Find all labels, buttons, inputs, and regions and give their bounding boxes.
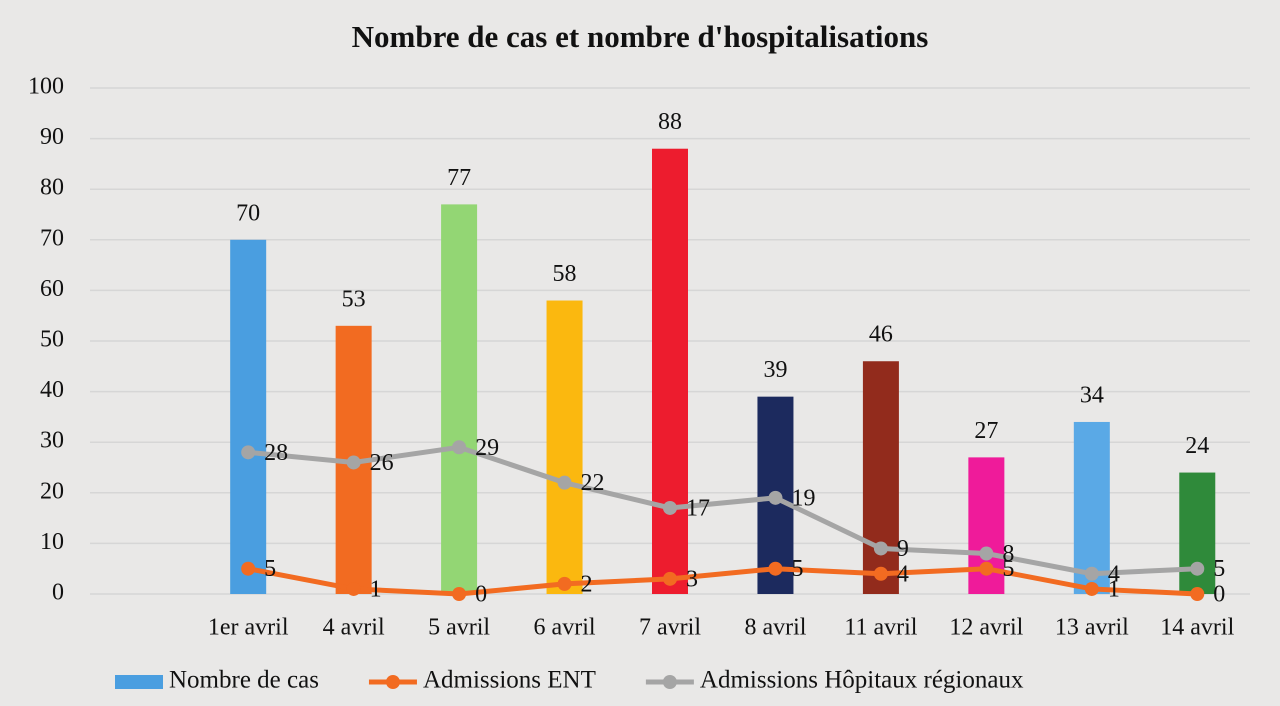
data-label: 88 <box>658 109 682 135</box>
data-label: 5 <box>1002 556 1014 582</box>
y-tick-label: 50 <box>40 327 64 353</box>
point <box>1084 581 1099 596</box>
bar <box>862 361 899 594</box>
data-label: 5 <box>791 556 803 582</box>
data-label: 19 <box>791 485 815 511</box>
y-tick-label: 10 <box>40 529 64 555</box>
legend-swatch <box>385 675 400 689</box>
data-label: 0 <box>475 582 487 608</box>
data-label: 70 <box>236 200 260 226</box>
point <box>1190 561 1205 576</box>
data-label: 29 <box>475 435 499 461</box>
chart-title: Nombre de cas et nombre d'hospitalisatio… <box>352 19 929 54</box>
data-label: 39 <box>763 357 787 383</box>
point <box>873 566 888 581</box>
data-label: 53 <box>342 286 366 312</box>
legend-swatch <box>662 675 677 689</box>
y-tick-label: 40 <box>40 377 64 403</box>
point <box>1084 566 1099 581</box>
line <box>247 566 1198 597</box>
data-label: 77 <box>447 165 471 191</box>
y-tick-label: 70 <box>40 225 64 251</box>
point <box>346 581 361 596</box>
bar <box>1073 421 1110 594</box>
data-label: 46 <box>869 322 893 348</box>
point <box>452 587 467 601</box>
x-tick-label: 6 avril <box>534 615 596 641</box>
x-tick-label: 8 avril <box>744 615 806 641</box>
y-tick-label: 80 <box>40 175 64 201</box>
data-label: 24 <box>1185 433 1209 459</box>
data-label: 1 <box>1108 576 1120 602</box>
point <box>663 571 677 586</box>
y-tick-label: 60 <box>40 276 64 302</box>
point <box>979 561 994 576</box>
data-label: 8 <box>1002 541 1014 567</box>
data-label: 22 <box>581 470 605 496</box>
point <box>346 455 361 470</box>
point <box>557 576 572 591</box>
point <box>873 541 888 556</box>
point <box>979 546 994 561</box>
point <box>768 561 783 576</box>
point <box>241 445 256 460</box>
data-label: 0 <box>1213 582 1225 608</box>
data-label: 3 <box>686 566 698 592</box>
y-tick-label: 100 <box>28 74 64 100</box>
point <box>768 490 783 505</box>
legend-label: Admissions Hôpitaux régionaux <box>700 667 1024 694</box>
data-label: 5 <box>264 556 276 582</box>
bar <box>546 300 583 594</box>
y-tick-label: 0 <box>52 580 64 606</box>
data-label: 27 <box>974 418 998 444</box>
data-label: 2 <box>581 571 593 597</box>
data-label: 5 <box>1213 556 1225 582</box>
data-label: 26 <box>370 450 394 476</box>
x-tick-label: 4 avril <box>323 615 385 641</box>
line <box>247 444 1198 577</box>
data-label: 58 <box>553 261 577 287</box>
data-label: 28 <box>264 440 288 466</box>
bar <box>230 239 267 595</box>
point <box>1190 587 1205 601</box>
x-tick-label: 11 avril <box>844 615 917 641</box>
bar <box>441 204 478 594</box>
bar <box>1179 472 1216 594</box>
x-tick-label: 13 avril <box>1055 615 1129 641</box>
y-tick-label: 30 <box>40 428 64 454</box>
data-label: 4 <box>1108 561 1120 587</box>
y-tick-label: 90 <box>40 124 64 150</box>
x-tick-label: 7 avril <box>639 615 701 641</box>
bar <box>652 148 688 594</box>
data-label: 4 <box>897 561 909 587</box>
x-tick-label: 12 avril <box>949 615 1023 641</box>
point <box>557 475 572 490</box>
data-label: 1 <box>370 576 382 602</box>
data-label: 34 <box>1080 382 1104 408</box>
legend-label: Nombre de cas <box>169 667 319 694</box>
x-tick-label: 5 avril <box>428 615 490 641</box>
point <box>241 561 256 576</box>
y-tick-label: 20 <box>40 478 64 504</box>
point <box>452 440 467 455</box>
x-tick-label: 14 avril <box>1160 615 1234 641</box>
legend-label: Admissions ENT <box>423 667 596 694</box>
x-tick-label: 1er avril <box>208 615 289 641</box>
data-label: 9 <box>897 536 909 562</box>
data-label: 17 <box>686 495 710 521</box>
point <box>663 500 677 515</box>
legend-swatch <box>115 675 163 689</box>
